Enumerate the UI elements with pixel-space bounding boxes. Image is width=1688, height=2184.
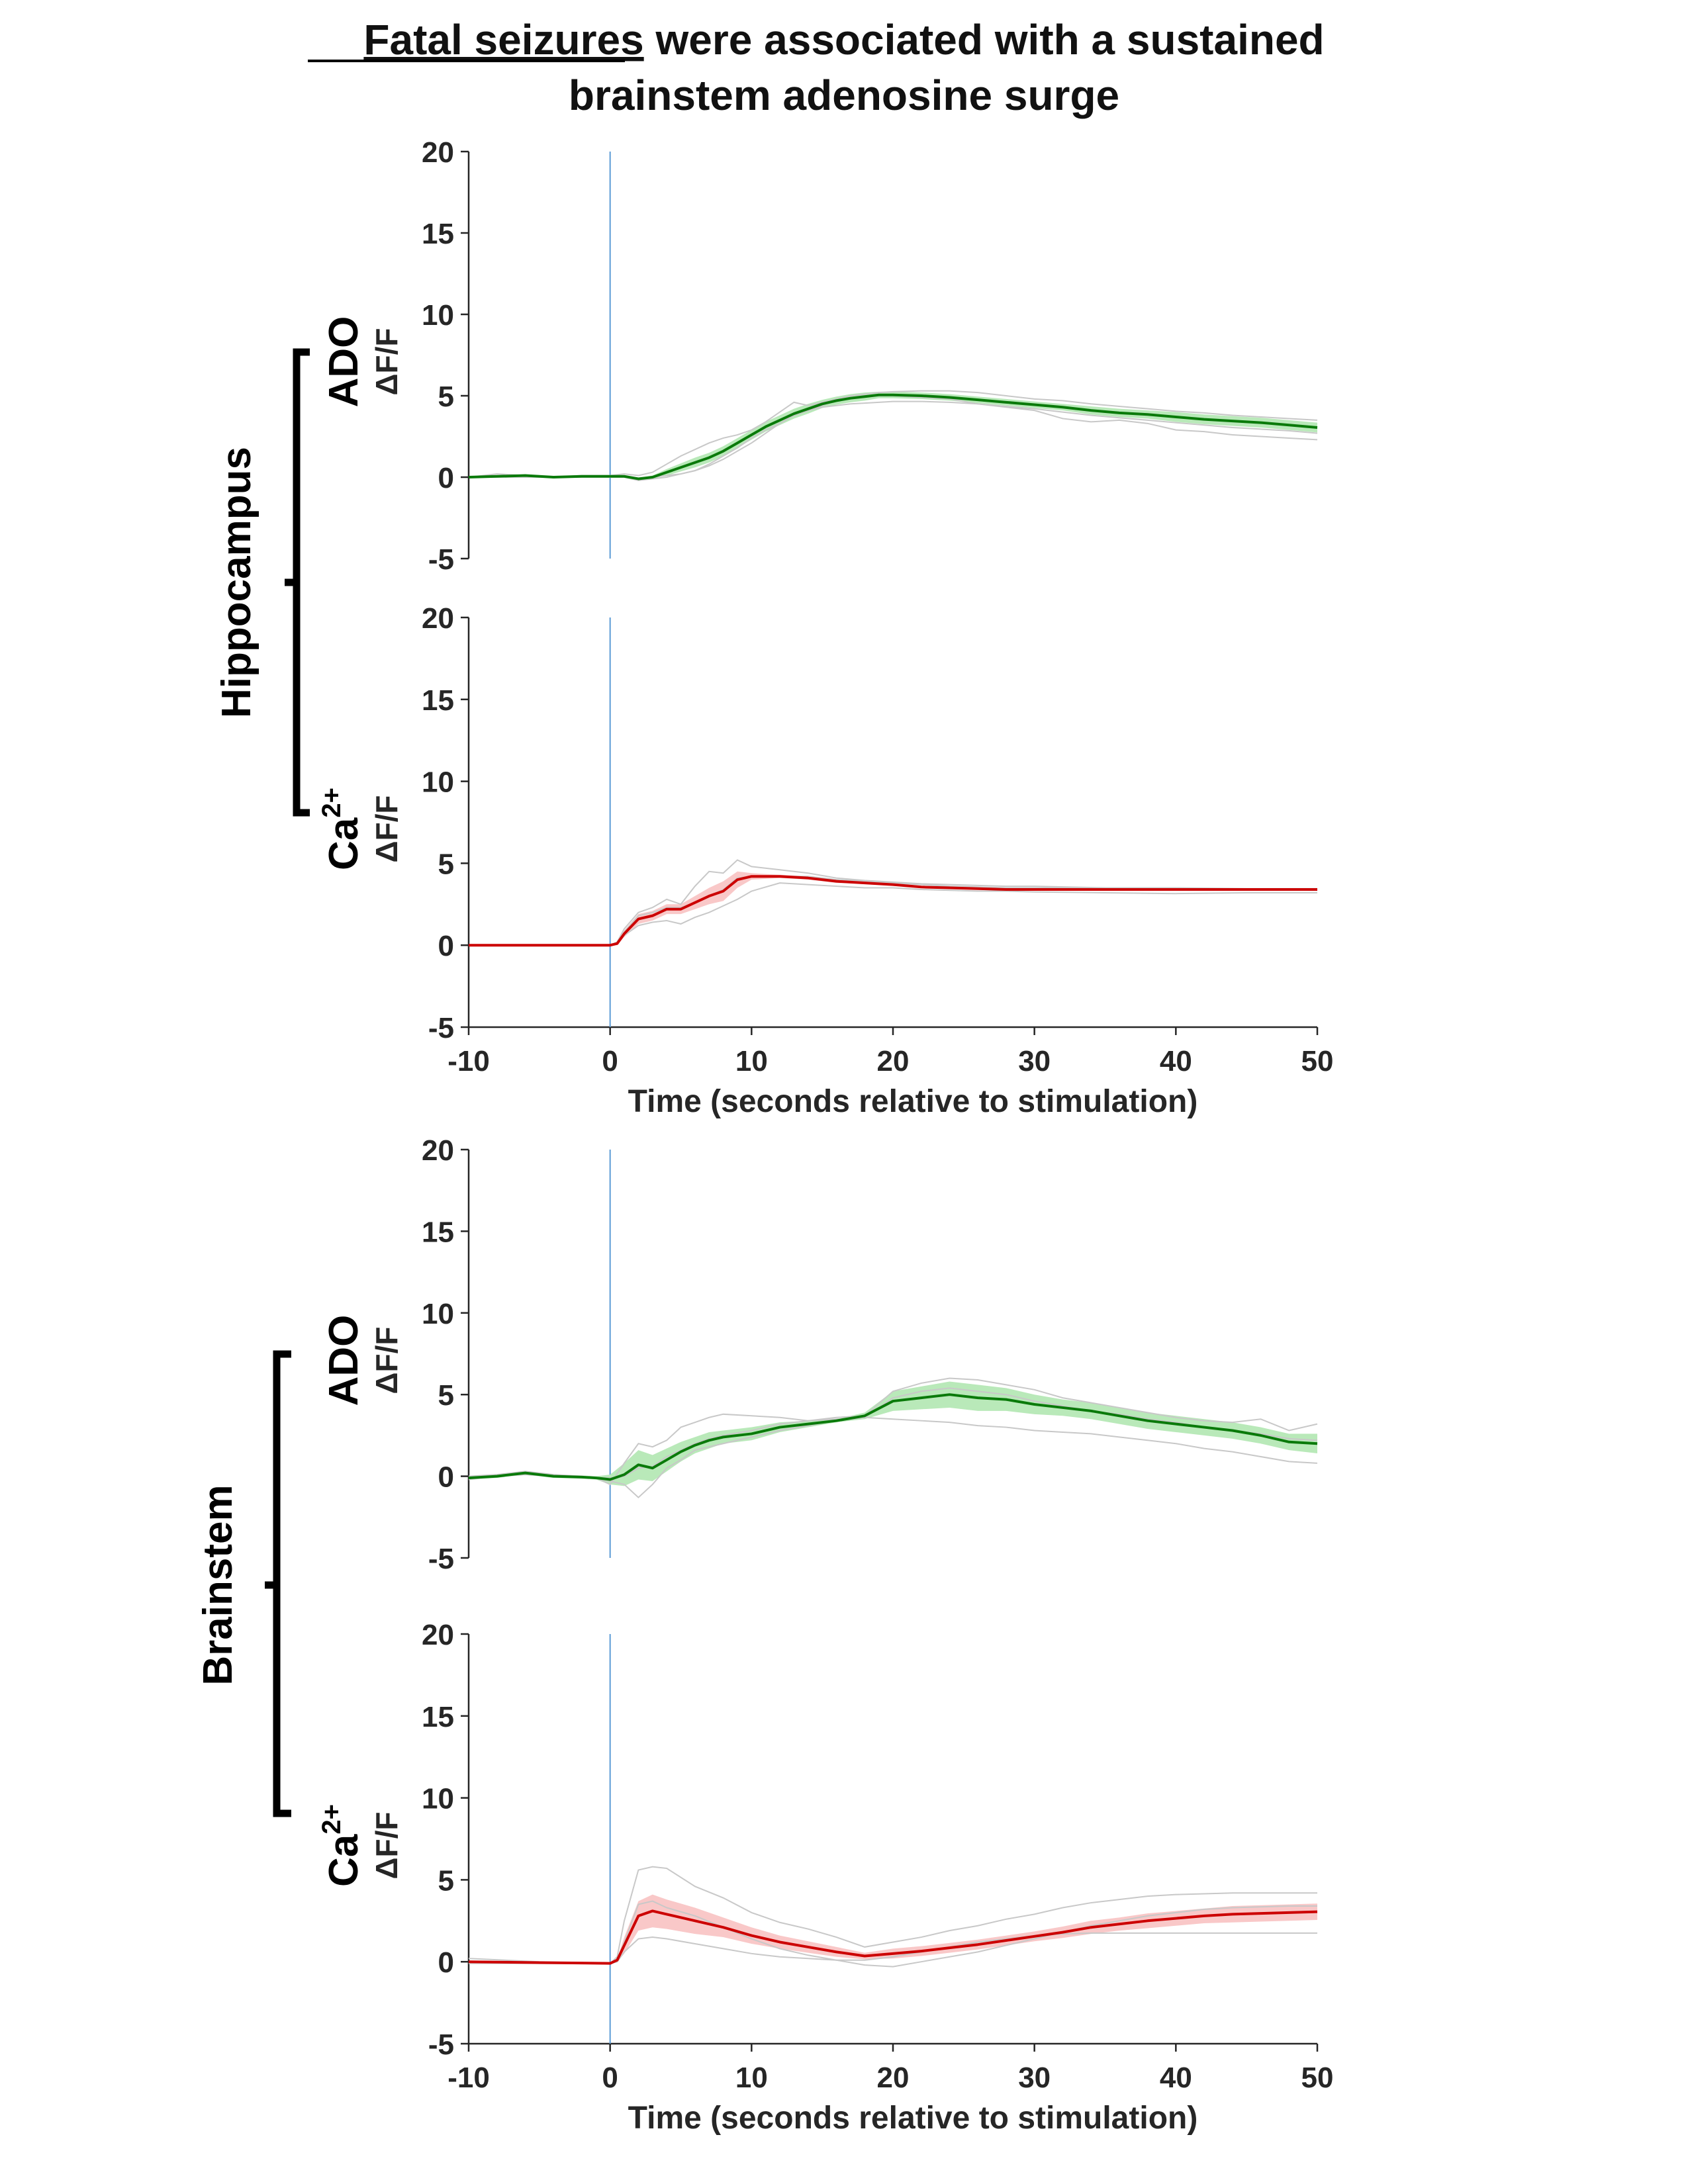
group-label-brainstem: Brainstem	[195, 1484, 241, 1685]
y-tick-label: -5	[428, 2028, 454, 2061]
y-tick-label: 20	[422, 1134, 454, 1167]
y-tick-label: 0	[438, 462, 454, 494]
y-tick-label: 20	[422, 602, 454, 635]
y-axis-label: ΔF/F	[369, 328, 404, 395]
individual-trace-2	[469, 1932, 1317, 1964]
x-axis-label: Time (seconds relative to stimulation)	[628, 2101, 1198, 2136]
channel-superscript: 2+	[317, 1804, 346, 1835]
individual-trace-3	[468, 1387, 1318, 1479]
x-tick-label: 20	[877, 1045, 910, 1077]
y-tick-label: 10	[422, 766, 454, 799]
x-tick-label: 20	[877, 2062, 910, 2094]
x-tick-label: 0	[602, 1045, 618, 1077]
bracket-hippocampus	[285, 348, 310, 817]
x-tick-label: 50	[1301, 2062, 1334, 2094]
y-axis-label: ΔF/F	[369, 795, 404, 862]
y-tick-label: -5	[428, 1543, 454, 1575]
individual-trace-1	[468, 390, 1318, 478]
y-tick-label: 15	[422, 218, 454, 250]
y-tick-label: 10	[422, 1783, 454, 1815]
y-tick-label: 5	[438, 848, 454, 880]
y-tick-label: 10	[422, 299, 454, 332]
group-brainstem: Brainstem	[195, 1350, 291, 1817]
y-tick-label: 20	[422, 136, 454, 169]
individual-trace-3	[469, 876, 1317, 946]
individual-trace-3	[468, 395, 1318, 480]
y-axis-label: ΔF/F	[369, 1326, 404, 1394]
y-tick-label: -5	[428, 543, 454, 576]
figure-title: Fatal seizures were associated with a su…	[308, 16, 1325, 119]
individual-trace-3	[468, 1900, 1317, 1968]
channel-base: Ca	[321, 1834, 367, 1887]
x-tick-label: 50	[1301, 1045, 1334, 1077]
x-tick-label: 40	[1160, 2062, 1192, 2094]
channel-label: Ca2+	[317, 1804, 367, 1887]
individual-trace-2	[469, 882, 1317, 946]
y-tick-label: 15	[422, 684, 454, 717]
y-tick-label: 20	[422, 1619, 454, 1651]
x-tick-label: 40	[1160, 1045, 1192, 1077]
individual-trace-1	[468, 1377, 1318, 1486]
y-axis-label: ΔF/F	[369, 1811, 404, 1879]
x-tick-label: 0	[602, 2062, 618, 2094]
channel-superscript: 2+	[317, 788, 346, 818]
channel-base: Ca	[321, 817, 367, 870]
title-underlined: Fatal seizures	[363, 16, 643, 64]
title-line-1: Fatal seizures were associated with a su…	[363, 16, 1324, 64]
y-tick-label: 0	[438, 930, 454, 962]
mean-trace	[468, 1393, 1318, 1481]
x-tick-label: 10	[735, 2062, 768, 2094]
y-tick-label: 15	[422, 1701, 454, 1733]
channel-label: ADO	[321, 316, 367, 408]
individual-trace-1	[469, 859, 1318, 946]
y-tick-label: 0	[438, 1461, 454, 1494]
x-tick-label: -10	[447, 2062, 490, 2094]
x-tick-label: 30	[1018, 2062, 1051, 2094]
sem-band	[469, 391, 1317, 480]
x-tick-label: 10	[735, 1045, 768, 1077]
individual-trace-2	[469, 400, 1318, 481]
x-tick-label: 30	[1018, 1045, 1051, 1077]
mean-trace	[468, 1909, 1318, 1965]
title-rest: were associated with a sustained	[644, 16, 1325, 64]
x-tick-label: -10	[447, 1045, 490, 1077]
y-tick-label: 5	[438, 381, 454, 413]
mean-trace	[469, 875, 1317, 947]
y-tick-label: 10	[422, 1298, 454, 1330]
y-tick-label: -5	[428, 1012, 454, 1044]
y-tick-label: 0	[438, 1946, 454, 1979]
mean-trace	[468, 393, 1318, 480]
individual-trace-1	[468, 1866, 1317, 1964]
y-tick-label: 5	[438, 1379, 454, 1412]
bracket-brainstem	[265, 1350, 291, 1817]
group-hippocampus: Hippocampus	[214, 348, 310, 817]
y-tick-label: 15	[422, 1216, 454, 1248]
group-label-hippocampus: Hippocampus	[214, 447, 259, 718]
title-line-2: brainstem adenosine surge	[569, 71, 1119, 119]
y-tick-label: 5	[438, 1864, 454, 1897]
channel-label: Ca2+	[317, 788, 367, 870]
channel-label: ADO	[321, 1315, 367, 1406]
x-axis-label: Time (seconds relative to stimulation)	[628, 1084, 1198, 1119]
